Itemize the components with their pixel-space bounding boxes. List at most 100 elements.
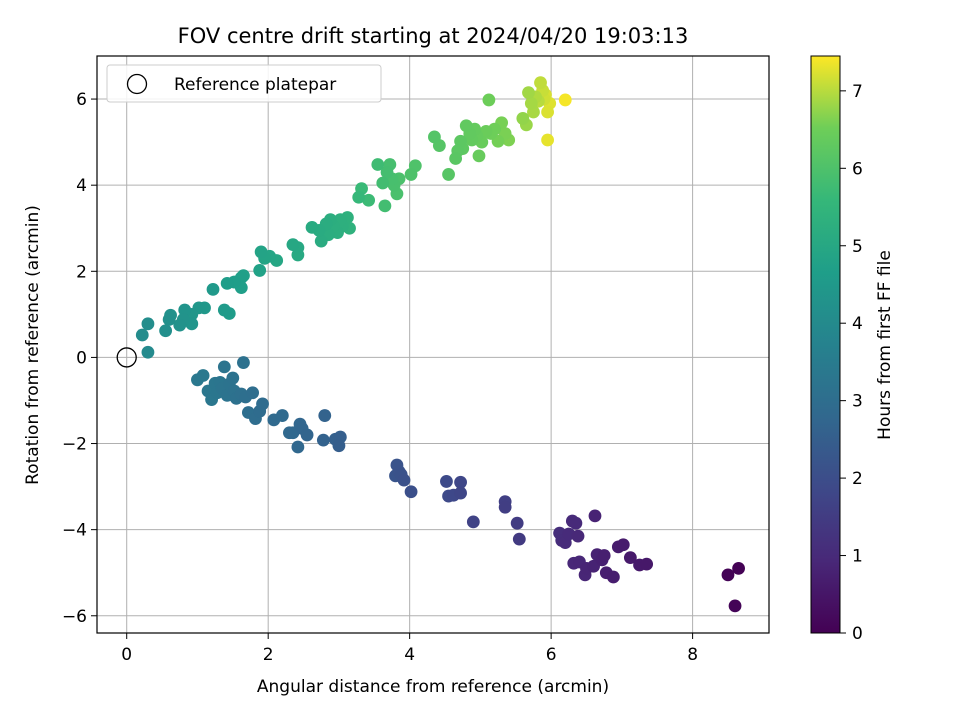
data-point (454, 486, 467, 500)
data-point (305, 220, 319, 234)
data-point (378, 199, 392, 213)
data-point (173, 318, 187, 332)
data-point (524, 96, 538, 110)
colorbar-tick-label: 7 (852, 82, 863, 102)
data-point (616, 538, 630, 552)
data-point (291, 440, 305, 454)
data-point (380, 165, 394, 179)
x-tick-label: 4 (404, 645, 415, 665)
colorbar-tick-label: 4 (852, 314, 863, 334)
data-point (275, 409, 289, 422)
x-axis-label: Angular distance from reference (arcmin) (257, 677, 609, 697)
data-point (597, 549, 611, 562)
legend-marker (126, 73, 148, 95)
data-point (516, 112, 530, 125)
data-point (237, 356, 250, 369)
legend: Reference platepar (106, 64, 382, 103)
data-point (217, 303, 231, 317)
plot-frame (96, 55, 770, 634)
x-axis-ticks: 0 2 4 6 8 (121, 633, 698, 665)
data-point (226, 371, 240, 385)
data-point (472, 149, 486, 163)
colorbar-tick-label: 3 (852, 392, 863, 412)
data-point (640, 557, 654, 571)
data-point (206, 282, 220, 296)
data-point (253, 264, 267, 277)
data-point (442, 168, 455, 181)
data-point (332, 439, 346, 453)
data-point (217, 360, 231, 374)
data-point (314, 234, 328, 248)
data-point (141, 345, 155, 359)
data-point (482, 93, 496, 107)
y-axis-label: Rotation from reference (arcmin) (23, 205, 43, 485)
colorbar-tick-label: 5 (852, 237, 863, 257)
data-point (721, 568, 735, 582)
data-point (569, 516, 583, 530)
y-axis-ticks: −6 −4 −2 0 2 4 6 (62, 90, 97, 627)
x-tick-label: 8 (687, 645, 698, 665)
colorbar-tick-label: 0 (852, 624, 863, 644)
legend-box (106, 64, 382, 103)
data-point (510, 516, 524, 530)
y-tick-label: −6 (62, 607, 87, 627)
data-point (196, 369, 210, 382)
data-point (449, 152, 463, 165)
x-tick-label: 2 (263, 645, 274, 665)
data-point (440, 475, 453, 488)
data-point (318, 409, 332, 422)
data-point (498, 500, 512, 514)
data-point (141, 317, 155, 331)
data-point (459, 119, 473, 133)
data-point (246, 386, 260, 400)
data-point (404, 485, 418, 499)
data-points (135, 76, 745, 613)
data-point (316, 433, 330, 447)
data-point (522, 86, 535, 100)
data-point (397, 473, 411, 487)
data-point (454, 475, 467, 489)
y-tick-label: 2 (76, 262, 87, 282)
y-tick-label: −2 (62, 435, 87, 455)
reference-marker-layer (116, 347, 137, 368)
data-point (623, 551, 637, 565)
data-point (135, 328, 149, 342)
data-point (571, 529, 585, 543)
data-point (404, 168, 418, 181)
x-tick-label: 0 (121, 645, 132, 665)
data-point (558, 93, 572, 107)
data-point (466, 515, 480, 529)
data-point (254, 245, 268, 259)
data-point (541, 105, 554, 119)
data-point (732, 562, 745, 575)
data-point (300, 428, 314, 442)
data-point (588, 509, 602, 523)
data-point (362, 193, 376, 207)
colorbar-gradient (810, 55, 841, 634)
legend-entry-label: Reference platepar (174, 75, 336, 95)
data-point (220, 276, 234, 290)
data-point (541, 133, 554, 147)
data-point (606, 570, 620, 584)
data-point (376, 176, 390, 190)
data-point (178, 303, 192, 317)
data-point (371, 158, 385, 171)
data-point (534, 76, 547, 90)
colorbar-ticks: 0 1 2 3 4 5 6 7 (840, 82, 863, 644)
y-tick-label: 6 (76, 90, 87, 110)
data-point (428, 130, 441, 144)
colorbar-tick-label: 1 (852, 547, 863, 567)
data-point (256, 397, 269, 411)
data-point (286, 238, 300, 252)
data-point (512, 532, 526, 546)
data-point (728, 599, 742, 613)
data-point (162, 313, 176, 326)
y-tick-label: 4 (76, 176, 87, 196)
colorbar: 0 1 2 3 4 5 6 7 Hours from first FF file (810, 55, 895, 644)
data-point (159, 324, 173, 338)
colorbar-tick-label: 6 (852, 159, 863, 179)
y-tick-label: −4 (62, 521, 87, 541)
colorbar-tick-label: 2 (852, 469, 863, 489)
x-tick-label: 6 (546, 645, 557, 665)
